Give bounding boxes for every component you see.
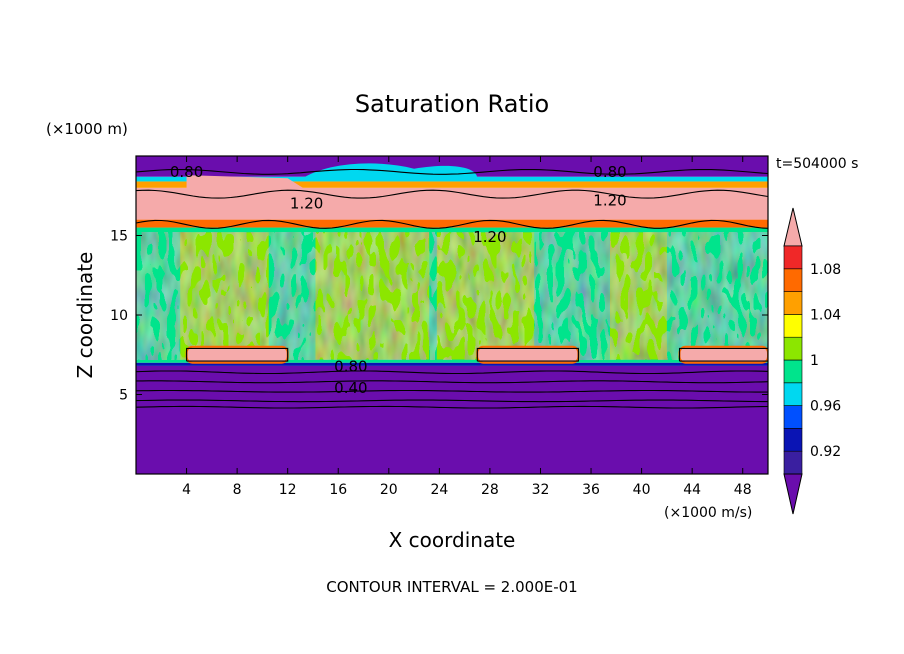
colorbar: 0.92 0.96 1 1.04 1.08 — [783, 207, 841, 515]
contour-labels: 0.80 0.80 1.20 1.20 1.20 0.80 0.40 — [170, 163, 627, 397]
contour-080 — [136, 370, 768, 375]
colorbar-segment-4 — [783, 359, 803, 384]
contour-lens-1 — [476, 347, 579, 362]
chart-title: Saturation Ratio — [355, 90, 549, 118]
field-band-cyan — [136, 176, 768, 182]
colorbar-bottom-arrow — [783, 473, 803, 515]
saturation-field — [136, 156, 768, 474]
contour-top-080 — [136, 168, 768, 175]
colorbar-segment-2 — [783, 405, 803, 429]
colorbar-label-3: 1.04 — [810, 307, 841, 323]
field-pink-lens-2 — [678, 345, 768, 364]
x-tick-label-40: 40 — [633, 482, 651, 498]
colorbar-segment-6 — [783, 314, 803, 338]
colorbar-label-4: 1.08 — [810, 262, 841, 278]
contour-label-3: 1.20 — [593, 192, 626, 210]
x-tick-label-32: 32 — [532, 482, 550, 498]
colorbar-segment-5 — [783, 336, 803, 361]
x-tick-label-24: 24 — [430, 482, 448, 498]
y-tick-label-5: 5 — [119, 388, 128, 404]
x-unit-label: (×1000 m/s) — [664, 505, 752, 521]
x-tick-label-12: 12 — [279, 482, 297, 498]
x-tick-label-8: 8 — [233, 482, 242, 498]
x-axis-title: X coordinate — [389, 528, 516, 552]
x-tick-label-4: 4 — [182, 482, 191, 498]
colorbar-segment-7 — [783, 291, 803, 315]
y-axis-ticks: 5 10 15 — [110, 229, 768, 404]
contour-label-6: 0.40 — [334, 379, 367, 397]
x-tick-label-44: 44 — [683, 482, 701, 498]
contour-label-1: 0.80 — [593, 163, 626, 181]
contour-label-4: 1.20 — [473, 228, 506, 246]
colorbar-segment-0 — [783, 450, 803, 475]
contour-interval-note: CONTOUR INTERVAL = 2.000E-01 — [326, 578, 577, 596]
x-tick-label-16: 16 — [329, 482, 347, 498]
contour-120-upper — [136, 189, 768, 199]
contour-060 — [136, 380, 768, 384]
colorbar-segment-3 — [783, 382, 803, 406]
y-unit-label: (×1000 m) — [46, 120, 128, 138]
contour-low-2 — [136, 399, 768, 403]
contour-label-0: 0.80 — [170, 163, 203, 181]
contour-lines — [136, 168, 768, 409]
y-tick-label-10: 10 — [110, 308, 128, 324]
contour-040 — [136, 389, 768, 393]
field-pink-patch — [186, 175, 313, 195]
x-tick-label-28: 28 — [481, 482, 499, 498]
field-band-pink — [136, 187, 768, 220]
field-pink-lens-0 — [185, 345, 289, 364]
time-label: t=504000 s — [776, 156, 858, 172]
contour-lens-2 — [678, 347, 768, 362]
x-tick-label-48: 48 — [734, 482, 752, 498]
colorbar-segment-9 — [783, 245, 803, 270]
y-tick-label-15: 15 — [110, 229, 128, 245]
contour-lens-0 — [186, 347, 289, 362]
x-tick-label-36: 36 — [582, 482, 600, 498]
field-band-low — [136, 365, 768, 474]
contour-label-5: 0.80 — [334, 358, 367, 376]
x-tick-label-20: 20 — [380, 482, 398, 498]
colorbar-label-1: 0.96 — [810, 399, 841, 415]
colorbar-label-0: 0.92 — [810, 444, 841, 460]
colorbar-segment-1 — [783, 428, 803, 452]
colorbar-label-2: 1 — [810, 353, 819, 369]
x-axis-ticks: 4 8 12 16 20 24 28 32 36 40 44 48 — [182, 156, 752, 498]
y-axis-title: Z coordinate — [73, 252, 97, 379]
field-texture — [136, 232, 768, 360]
field-band-edge-blue — [136, 362, 768, 366]
contour-low-1 — [136, 405, 768, 409]
field-band-orange-top — [136, 181, 768, 188]
field-band-orange — [136, 219, 768, 228]
colorbar-segment-8 — [783, 268, 803, 292]
contour-120-lower — [136, 219, 768, 229]
field-pink-lens-1 — [476, 345, 580, 364]
colorbar-top-arrow — [783, 207, 803, 247]
contour-label-2: 1.20 — [290, 195, 323, 213]
